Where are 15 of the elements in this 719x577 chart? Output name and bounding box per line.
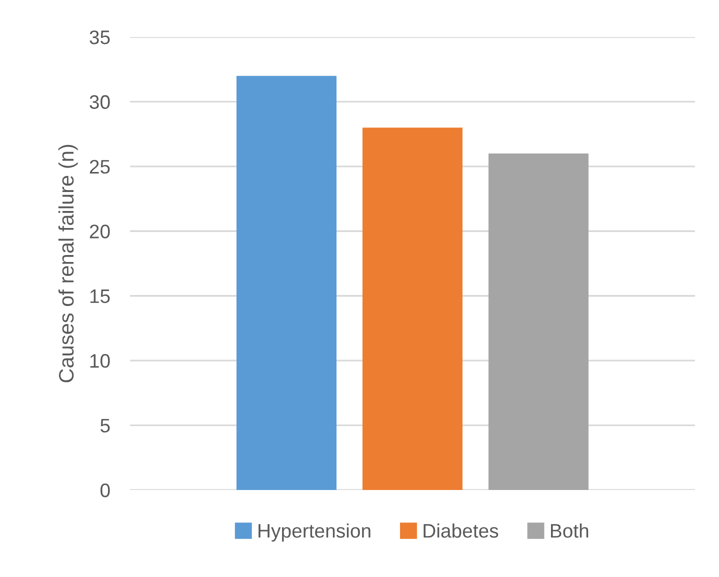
bar [488, 153, 588, 490]
y-tick-label: 30 [90, 95, 110, 109]
y-tick-label: 0 [100, 483, 110, 498]
y-tick-label: 5 [100, 418, 110, 433]
bar [236, 76, 337, 490]
y-tick-label: 25 [90, 160, 110, 174]
y-tick-label: 20 [90, 224, 110, 238]
legend-label: Hypertension [258, 523, 370, 542]
legend-label: Both [550, 523, 588, 538]
y-tick-label: 10 [90, 354, 110, 368]
y-tick-label: 15 [90, 290, 110, 304]
bar [362, 128, 463, 490]
y-tick-label: 35 [90, 30, 110, 44]
legend-label: Diabetes [424, 523, 498, 538]
y-axis-title: Causes of renal failure (n) [58, 144, 78, 382]
